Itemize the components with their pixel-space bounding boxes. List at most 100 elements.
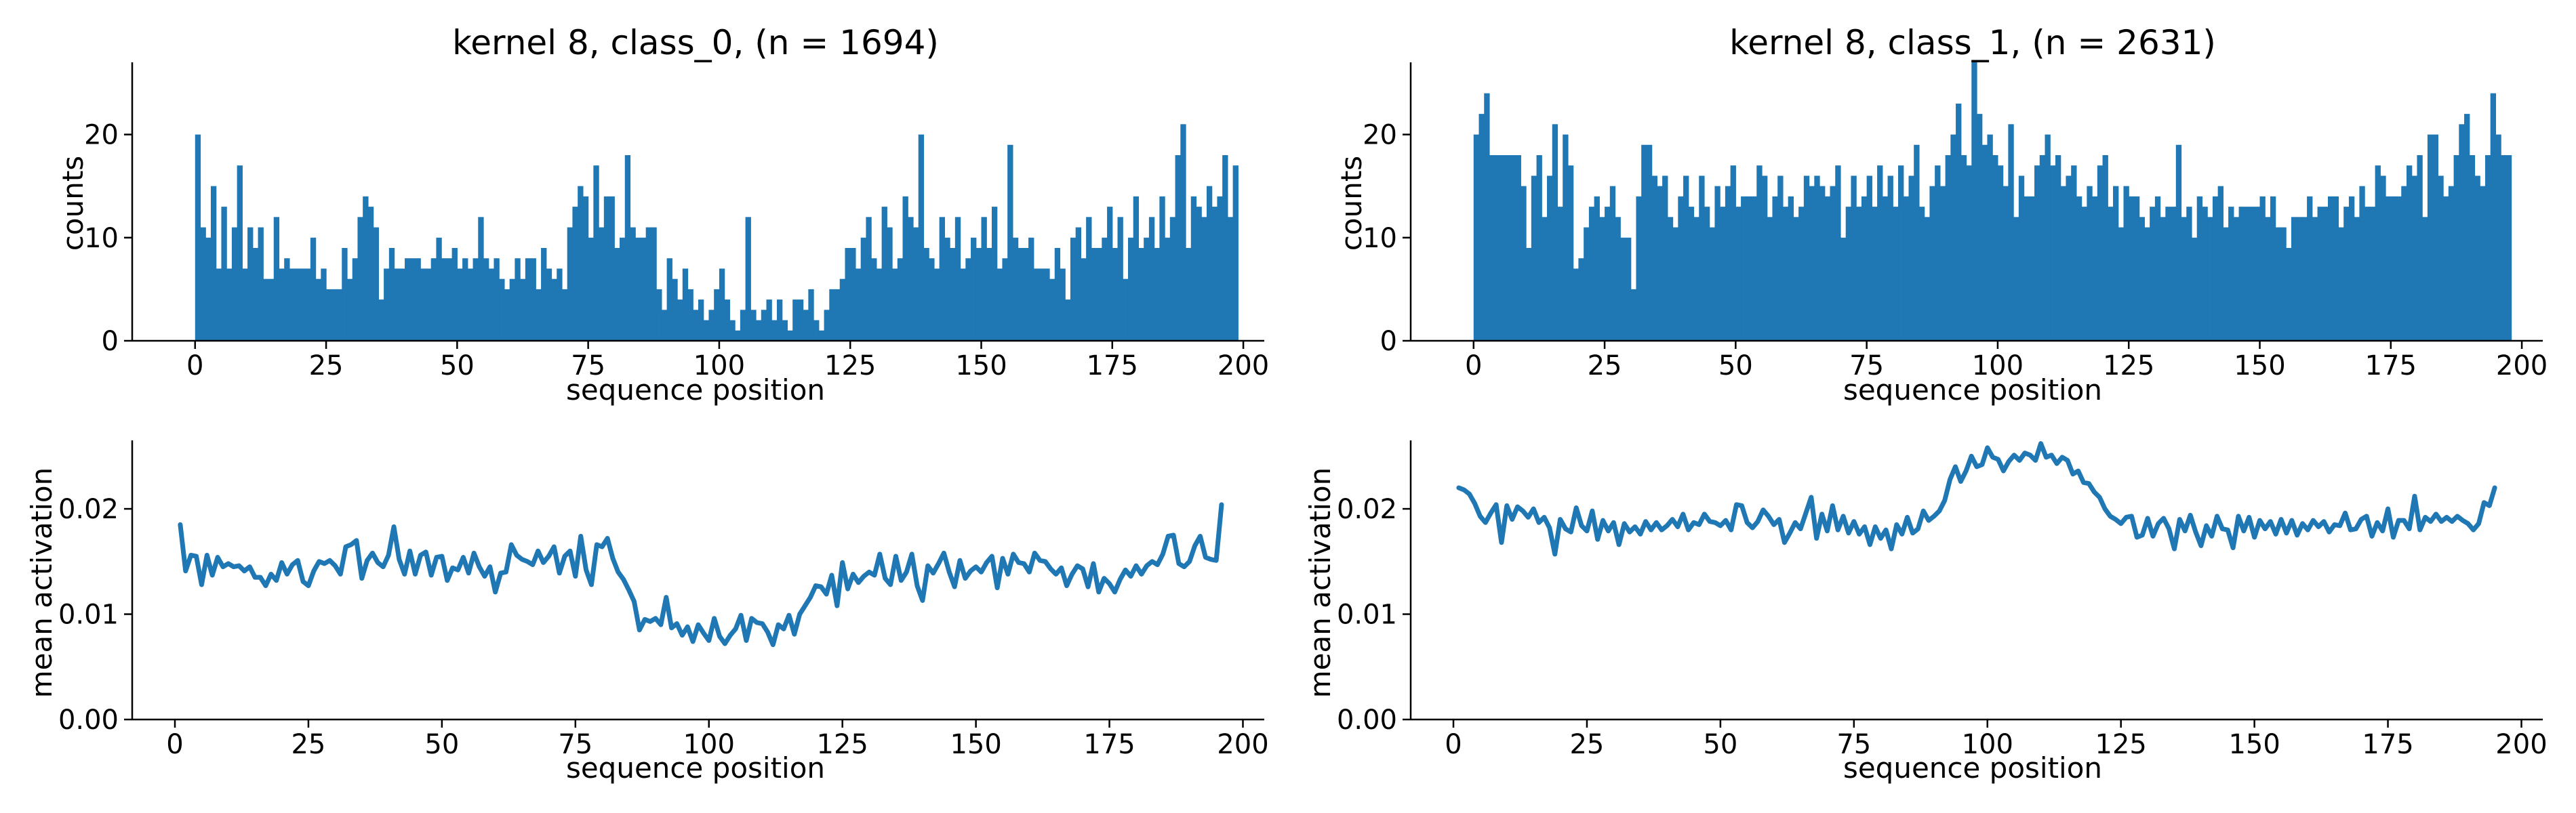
bar (1830, 186, 1836, 341)
bar (1678, 196, 1684, 341)
bar (2133, 196, 2140, 341)
bar (766, 299, 772, 341)
bar (1856, 207, 1862, 341)
bar (1599, 217, 1605, 341)
bar (1086, 217, 1092, 341)
bar (1720, 207, 1726, 341)
bar (1688, 207, 1695, 341)
bar (876, 268, 883, 341)
bar (363, 196, 369, 341)
x-tick-label: 200 (2496, 350, 2548, 381)
bar (1489, 155, 1495, 341)
bar (352, 258, 359, 341)
bar (1997, 165, 2004, 341)
bar (1987, 134, 1993, 341)
bar (1782, 207, 1789, 341)
bar (2076, 196, 2082, 341)
bar (1227, 217, 1234, 341)
bar (2008, 124, 2014, 341)
bar (1772, 196, 1778, 341)
bar (1023, 248, 1029, 341)
bar (2432, 134, 2438, 341)
x-tick-label: 50 (1718, 350, 1753, 381)
y-tick-label: 10 (84, 223, 119, 254)
bar (866, 217, 872, 341)
bar (2333, 196, 2339, 341)
bar (394, 268, 400, 341)
bar (845, 248, 851, 341)
x-tick-label: 50 (1703, 729, 1737, 760)
y-tick-label: 0.01 (1337, 600, 1397, 631)
bar (346, 278, 353, 341)
bar (472, 258, 479, 341)
bar (2165, 207, 2171, 341)
bar (536, 289, 542, 341)
bar (1788, 196, 1794, 341)
bar (1217, 196, 1223, 341)
bar (2092, 196, 2098, 341)
bar (567, 227, 573, 341)
bar (1159, 196, 1165, 341)
bar (399, 268, 405, 341)
bar (2154, 196, 2161, 341)
bar (1657, 186, 1663, 341)
bar (321, 268, 327, 341)
bar (582, 196, 589, 341)
x-axis-label: sequence position (1843, 751, 2102, 785)
bar (986, 248, 992, 341)
bar (2301, 217, 2308, 341)
bar (1044, 268, 1050, 341)
activation-line (1456, 441, 2497, 557)
bar (467, 268, 474, 341)
bar (2448, 186, 2455, 341)
bar (2039, 155, 2046, 341)
y-axis-label: counts (1335, 156, 1368, 251)
bar (2348, 196, 2355, 341)
bar (661, 310, 668, 341)
bar (1521, 186, 1527, 341)
bar (409, 258, 416, 341)
bar (1557, 207, 1563, 341)
bar (2406, 165, 2413, 341)
bar (2207, 217, 2213, 341)
bar (813, 320, 820, 341)
bar (729, 320, 736, 341)
bar (1478, 114, 1485, 341)
bar (1081, 258, 1087, 341)
bar (860, 237, 867, 341)
bar (1117, 217, 1123, 341)
bar (797, 299, 804, 341)
bar (1751, 196, 1757, 341)
bar (200, 227, 206, 341)
bar (614, 248, 620, 341)
bar (624, 155, 631, 341)
bar (850, 248, 856, 341)
bar (1201, 217, 1207, 341)
bar (1903, 196, 1910, 341)
bar (1824, 196, 1831, 341)
bar (2202, 207, 2208, 341)
bar (336, 289, 342, 341)
histogram-class-1: kernel 8, class_1, (n = 2631) sequence p… (1335, 23, 2548, 406)
bar (2317, 207, 2323, 341)
bar (2505, 155, 2512, 341)
bar (2328, 196, 2334, 341)
bar (1845, 207, 1852, 341)
bar (2013, 217, 2019, 341)
bar (1840, 237, 1847, 341)
bar (693, 310, 699, 341)
bar (305, 268, 311, 341)
x-tick-label: 150 (955, 350, 1007, 381)
bar (1683, 175, 1689, 341)
bar (2087, 186, 2093, 341)
bar (2275, 227, 2282, 341)
bar (1039, 268, 1045, 341)
y-tick-label: 20 (84, 120, 119, 151)
bar (273, 217, 280, 341)
bar (2045, 134, 2051, 341)
bar (226, 268, 233, 341)
bar (557, 268, 563, 341)
mean-activation-class-1: sequence position mean activation 0 25 50 7… (1304, 440, 2548, 785)
bar (954, 217, 961, 341)
bar (1547, 175, 1553, 341)
